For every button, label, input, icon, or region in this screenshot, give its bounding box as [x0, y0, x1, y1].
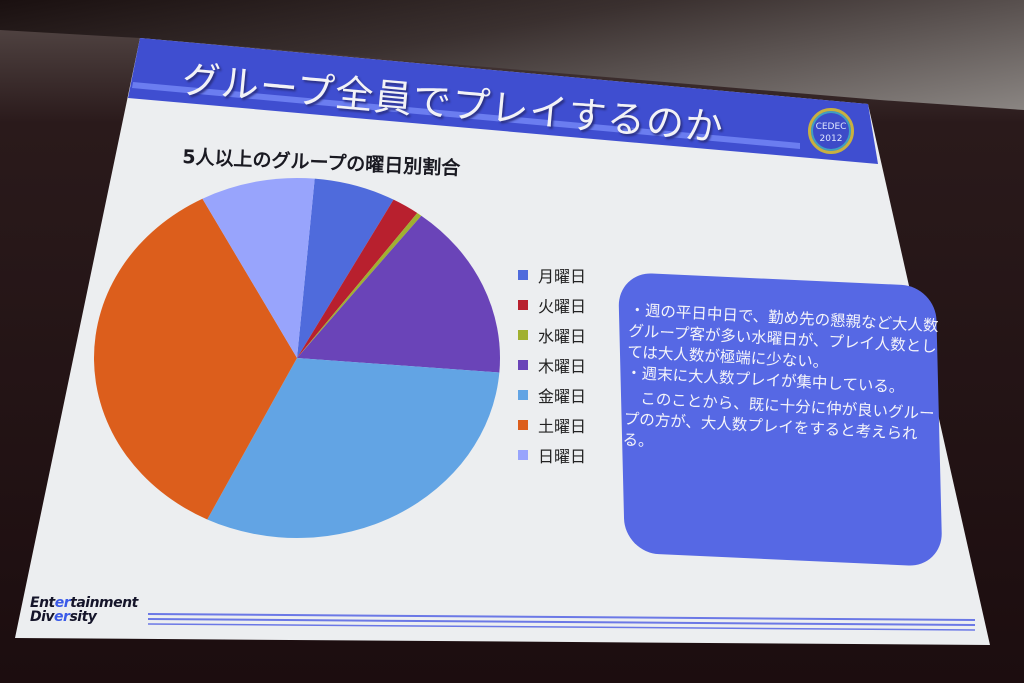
cedec-badge-logo: CEDEC 2012: [808, 108, 854, 154]
chart-legend: 月曜日火曜日水曜日木曜日金曜日土曜日日曜日: [518, 260, 586, 470]
legend-swatch: [518, 360, 528, 370]
legend-swatch: [518, 330, 528, 340]
legend-item: 木曜日: [518, 350, 586, 380]
legend-label: 月曜日: [538, 267, 587, 286]
legend-item: 月曜日: [518, 260, 586, 290]
pie-slice-5: [207, 358, 500, 538]
legend-swatch: [518, 390, 528, 400]
pie-slice-1: [297, 178, 394, 358]
notes-text: ・週の平日中日で、勤め先の懇親など大人数グループ客が多い水曜日が、プレイ人数とし…: [622, 300, 949, 468]
legend-swatch: [518, 450, 528, 460]
legend-item: 金曜日: [518, 380, 586, 410]
title-band-stripe: [132, 82, 800, 149]
pie-slice-4: [297, 215, 500, 373]
legend-label: 水曜日: [538, 327, 587, 346]
footer-rule: [147, 613, 976, 621]
legend-swatch: [518, 420, 528, 430]
title-band: [128, 38, 878, 164]
footer-rule: [147, 623, 976, 631]
legend-item: 土曜日: [518, 410, 586, 440]
legend-swatch: [518, 270, 528, 280]
pie-slice-7: [202, 178, 315, 358]
legend-label: 火曜日: [538, 297, 587, 316]
entertainment-diversity-logo: Entertainment Diversity: [30, 595, 138, 625]
legend-label: 金曜日: [538, 387, 587, 406]
pie-slice-2: [297, 199, 418, 358]
legend-label: 日曜日: [538, 447, 587, 466]
legend-label: 木曜日: [538, 357, 587, 376]
legend-swatch: [518, 300, 528, 310]
footer-rule: [147, 618, 976, 626]
pie-slice-6: [94, 198, 297, 520]
legend-item: 火曜日: [518, 290, 586, 320]
legend-item: 日曜日: [518, 440, 586, 470]
pie-slice-3: [297, 212, 422, 358]
legend-item: 水曜日: [518, 320, 586, 350]
legend-label: 土曜日: [538, 417, 587, 436]
pie-chart: [94, 178, 500, 538]
